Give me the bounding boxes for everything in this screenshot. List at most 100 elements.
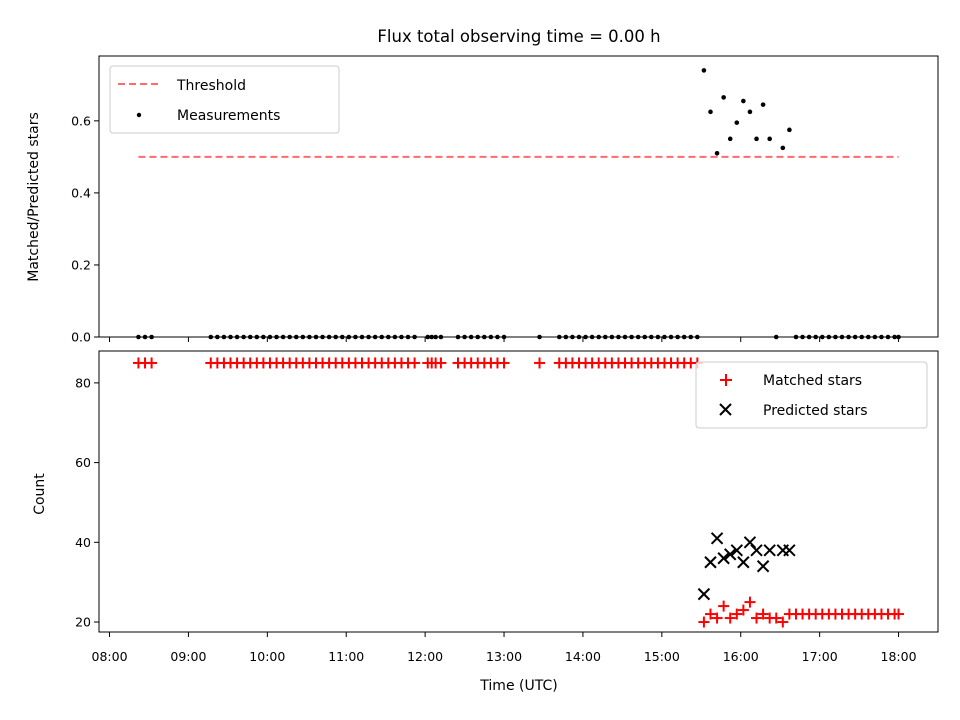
measurement-point	[359, 334, 365, 340]
measurement-point	[405, 334, 411, 340]
bottom-y-axis-label: Count	[32, 473, 48, 515]
matched-star-point	[409, 357, 421, 369]
measurement-point	[780, 145, 786, 151]
measurement-point	[386, 334, 391, 340]
measurement-point	[859, 334, 865, 340]
measurement-point	[866, 334, 871, 340]
measurement-point	[307, 334, 312, 340]
measurement-point	[609, 334, 615, 340]
measurement-point	[333, 334, 339, 340]
measurement-point	[806, 334, 812, 340]
measurement-point	[149, 334, 154, 340]
matched-star-point	[777, 616, 789, 628]
measurement-point	[267, 334, 273, 340]
x-tick-label: 10:00	[249, 649, 285, 664]
measurement-point	[488, 334, 494, 340]
measurement-point	[326, 334, 332, 340]
measurements-legend-label: Measurements	[177, 108, 280, 124]
measurement-point	[708, 109, 713, 115]
measurement-point	[793, 334, 799, 340]
predicted-star-point	[697, 587, 711, 601]
measurement-point	[642, 334, 648, 340]
x-tick-label: 18:00	[881, 649, 917, 664]
bottom-panel: 20 40 60 80 08:00 09:00 10:00 11:00 12:00 13:00 1…	[32, 350, 939, 694]
top-legend-box	[109, 65, 340, 134]
top-y-tick-label: 0.0	[71, 330, 91, 345]
measurement-point	[879, 334, 884, 340]
x-tick-label: 15:00	[644, 649, 680, 664]
top-legend: Threshold Measurements	[109, 65, 340, 134]
measurement-point	[616, 334, 621, 340]
predicted-stars-points	[697, 532, 796, 601]
measurement-point	[142, 334, 148, 340]
measurement-point	[475, 334, 481, 340]
measurement-point	[392, 334, 398, 340]
measurement-point	[800, 334, 805, 340]
matched-star-point	[534, 357, 546, 369]
predicted-star-point	[704, 556, 717, 569]
measurement-point	[570, 334, 575, 340]
measurement-point	[482, 334, 487, 340]
top-y-axis-label: Matched/Predicted stars	[26, 112, 42, 282]
measurement-point	[495, 334, 500, 340]
top-y-tick-label: 0.4	[71, 185, 91, 200]
x-tick-label: 17:00	[802, 649, 838, 664]
predicted-star-point	[724, 548, 737, 561]
threshold-legend-label: Threshold	[176, 78, 246, 94]
predicted-star-point	[783, 544, 796, 557]
measurement-point	[596, 334, 602, 340]
measurement-point	[635, 334, 641, 340]
measurement-point	[372, 334, 378, 340]
measurement-point	[274, 334, 279, 340]
x-tick-label: 13:00	[486, 649, 522, 664]
measurement-point	[320, 334, 325, 340]
measurement-point	[280, 334, 286, 340]
measurement-point	[787, 127, 792, 133]
measurement-point	[412, 334, 417, 340]
predicted-star-point	[737, 556, 750, 569]
matched-star-point	[498, 357, 510, 369]
measurement-point	[622, 334, 628, 340]
bottom-plot-frame	[98, 350, 939, 633]
measurement-point	[747, 109, 753, 115]
measurement-point	[649, 334, 654, 340]
x-tick-label: 16:00	[723, 649, 759, 664]
x-tick-label: 09:00	[170, 649, 206, 664]
matched-star-point	[770, 612, 782, 624]
measurement-points	[136, 68, 901, 340]
measurement-point	[662, 334, 667, 340]
measurement-point	[247, 334, 253, 340]
measurement-point	[589, 334, 595, 340]
measurement-point	[629, 334, 634, 340]
predicted-star-point	[756, 560, 770, 573]
measurement-point	[892, 334, 897, 340]
measurement-point	[313, 334, 319, 340]
measurement-point	[254, 334, 260, 340]
matched-star-point	[718, 600, 730, 612]
matched-star-point	[724, 612, 736, 624]
measurement-point	[721, 95, 726, 100]
measurement-point	[852, 334, 858, 340]
measurement-point	[379, 334, 385, 340]
measurement-point	[675, 334, 680, 340]
measurement-point	[734, 120, 740, 125]
matched-star-point	[435, 357, 447, 369]
measurement-point	[429, 334, 435, 340]
measurement-point	[366, 334, 371, 340]
measurement-point	[773, 334, 779, 340]
matched-star-point	[704, 608, 716, 620]
measurement-point	[668, 334, 674, 340]
predicted-legend-label: Predicted stars	[763, 403, 868, 419]
measurement-point	[468, 334, 474, 340]
matched-star-point	[751, 612, 763, 624]
measurement-point	[695, 334, 700, 340]
measurement-point	[399, 334, 404, 340]
measurement-point	[583, 334, 588, 340]
matched-star-point	[893, 608, 905, 620]
measurement-point	[760, 102, 766, 107]
bottom-y-tick-label: 80	[75, 375, 91, 390]
measurement-point	[462, 334, 467, 340]
measurement-point	[261, 334, 266, 340]
measurement-point	[346, 334, 352, 340]
measurement-point	[655, 334, 661, 340]
